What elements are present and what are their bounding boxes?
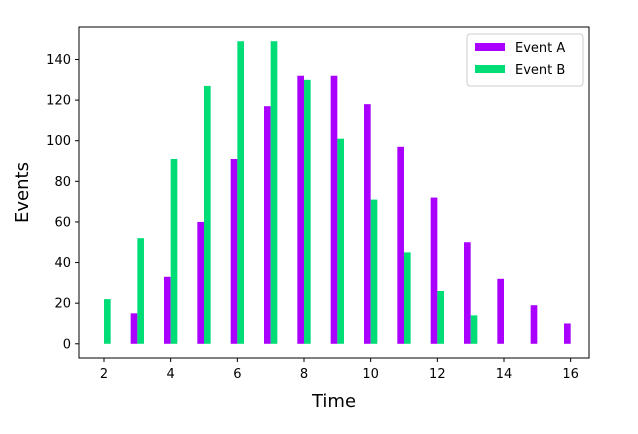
bar-event-a-x12 xyxy=(430,197,438,344)
bar-event-a-x13 xyxy=(464,242,471,344)
y-axis-ticks: 0 20 40 60 80 100 120 140 xyxy=(46,53,79,352)
bar-event-b-x8 xyxy=(304,79,311,344)
legend-swatch-event-a xyxy=(475,43,505,51)
y-tick-label-60: 60 xyxy=(54,215,71,230)
legend-label-event-b: Event B xyxy=(515,63,565,78)
bar-event-a-x11 xyxy=(397,146,404,344)
y-tick-label-120: 120 xyxy=(46,94,71,109)
y-tick-label-40: 40 xyxy=(54,256,71,271)
x-axis-label: Time xyxy=(311,391,356,412)
y-tick-label-20: 20 xyxy=(54,297,71,312)
bar-event-a-x7 xyxy=(264,106,271,344)
x-tick-label-6: 6 xyxy=(233,367,241,382)
bar-event-a-x14 xyxy=(497,278,504,344)
bar-event-a-x15 xyxy=(530,305,538,344)
x-tick-label-10: 10 xyxy=(362,367,379,382)
y-tick-label-140: 140 xyxy=(46,53,71,68)
bar-event-b-x9 xyxy=(337,138,344,344)
y-tick-label-100: 100 xyxy=(46,134,71,149)
bar-event-b-x12 xyxy=(437,290,444,344)
bar-event-a-x9 xyxy=(330,75,338,344)
x-tick-label-4: 4 xyxy=(167,367,175,382)
bar-event-b-x13 xyxy=(470,315,478,344)
x-tick-label-8: 8 xyxy=(300,367,308,382)
bar-event-b-x2 xyxy=(104,299,111,344)
bar-event-a-x16 xyxy=(564,323,571,344)
legend: Event A Event B xyxy=(466,33,584,87)
legend-label-event-a: Event A xyxy=(515,41,565,56)
bar-event-b-x6 xyxy=(237,41,244,344)
bar-event-a-x3 xyxy=(130,313,138,344)
bar-event-a-x6 xyxy=(230,158,238,344)
legend-swatch-event-b xyxy=(475,65,505,73)
y-axis-label: Events xyxy=(12,162,33,223)
bar-event-b-x4 xyxy=(170,158,178,344)
x-tick-label-12: 12 xyxy=(429,367,446,382)
y-tick-label-0: 0 xyxy=(63,337,71,352)
plot-frame xyxy=(78,26,590,359)
bar-event-a-x8 xyxy=(297,75,304,344)
series-event-a-bars xyxy=(130,75,571,344)
bar-event-b-x5 xyxy=(204,85,211,344)
bar-event-b-x3 xyxy=(137,238,144,344)
x-tick-label-2: 2 xyxy=(100,367,108,382)
bar-event-a-x4 xyxy=(164,276,171,344)
x-axis-ticks: 2 4 6 8 10 12 14 16 xyxy=(100,358,579,382)
bar-event-b-x11 xyxy=(404,252,411,344)
bar-event-b-x7 xyxy=(270,41,278,344)
x-tick-label-16: 16 xyxy=(562,367,579,382)
series-event-b-bars xyxy=(104,41,478,344)
bar-event-b-x10 xyxy=(370,199,378,344)
x-tick-label-14: 14 xyxy=(496,367,513,382)
bar-event-a-x10 xyxy=(364,104,371,344)
y-tick-label-80: 80 xyxy=(54,175,71,190)
bar-event-a-x5 xyxy=(197,221,204,344)
